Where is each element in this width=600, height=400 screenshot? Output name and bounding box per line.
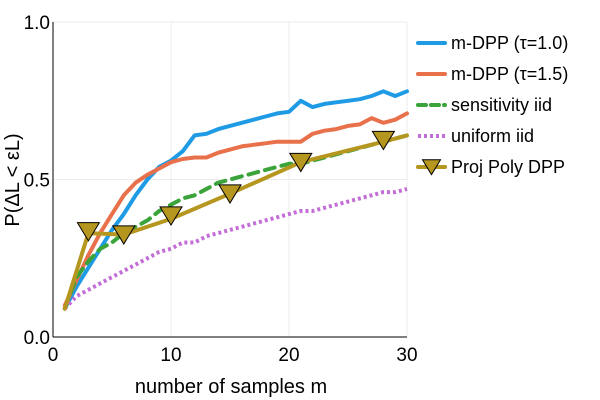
series-marker-4 (76, 222, 101, 242)
x-tick-label: 0 (48, 345, 59, 366)
axes (52, 22, 407, 338)
series-layer (62, 89, 409, 311)
series-marker-4 (288, 152, 313, 173)
x-tick-label: 10 (160, 345, 181, 366)
x-axis-label: number of samples m (135, 376, 327, 398)
series-line-3 (63, 187, 408, 310)
legend-label-3: uniform iid (451, 126, 534, 146)
series-marker-4 (218, 184, 242, 204)
legend-label-2: sensitivity iid (451, 95, 552, 115)
series-line-0 (62, 89, 409, 311)
series-marker-4 (159, 206, 183, 227)
series-marker-4 (111, 225, 136, 245)
x-tick-label: 30 (396, 345, 417, 366)
series-line-4 (62, 133, 409, 311)
legend-label-4: Proj Poly DPP (451, 157, 565, 177)
y-axis-label: P(ΔL < εL) (2, 133, 24, 226)
y-tick-label: 1.0 (24, 13, 50, 34)
y-tick-label: 0.0 (24, 328, 50, 349)
gridlines (53, 21, 408, 337)
series-marker-4 (371, 130, 396, 151)
legend-label-1: m-DPP (τ=1.5) (451, 64, 568, 84)
x-tick-label: 20 (278, 345, 299, 366)
series-line-1 (62, 111, 409, 308)
y-tick-label: 0.5 (24, 171, 50, 192)
legend-label-0: m-DPP (τ=1.0) (451, 33, 568, 53)
legend-marker-4 (421, 159, 442, 176)
tick-labels: 0 10 20 30 0.0 0.5 1.0 (24, 13, 418, 366)
legend: m-DPP (τ=1.0) m-DPP (τ=1.5) sensitivity ii… (416, 33, 568, 177)
